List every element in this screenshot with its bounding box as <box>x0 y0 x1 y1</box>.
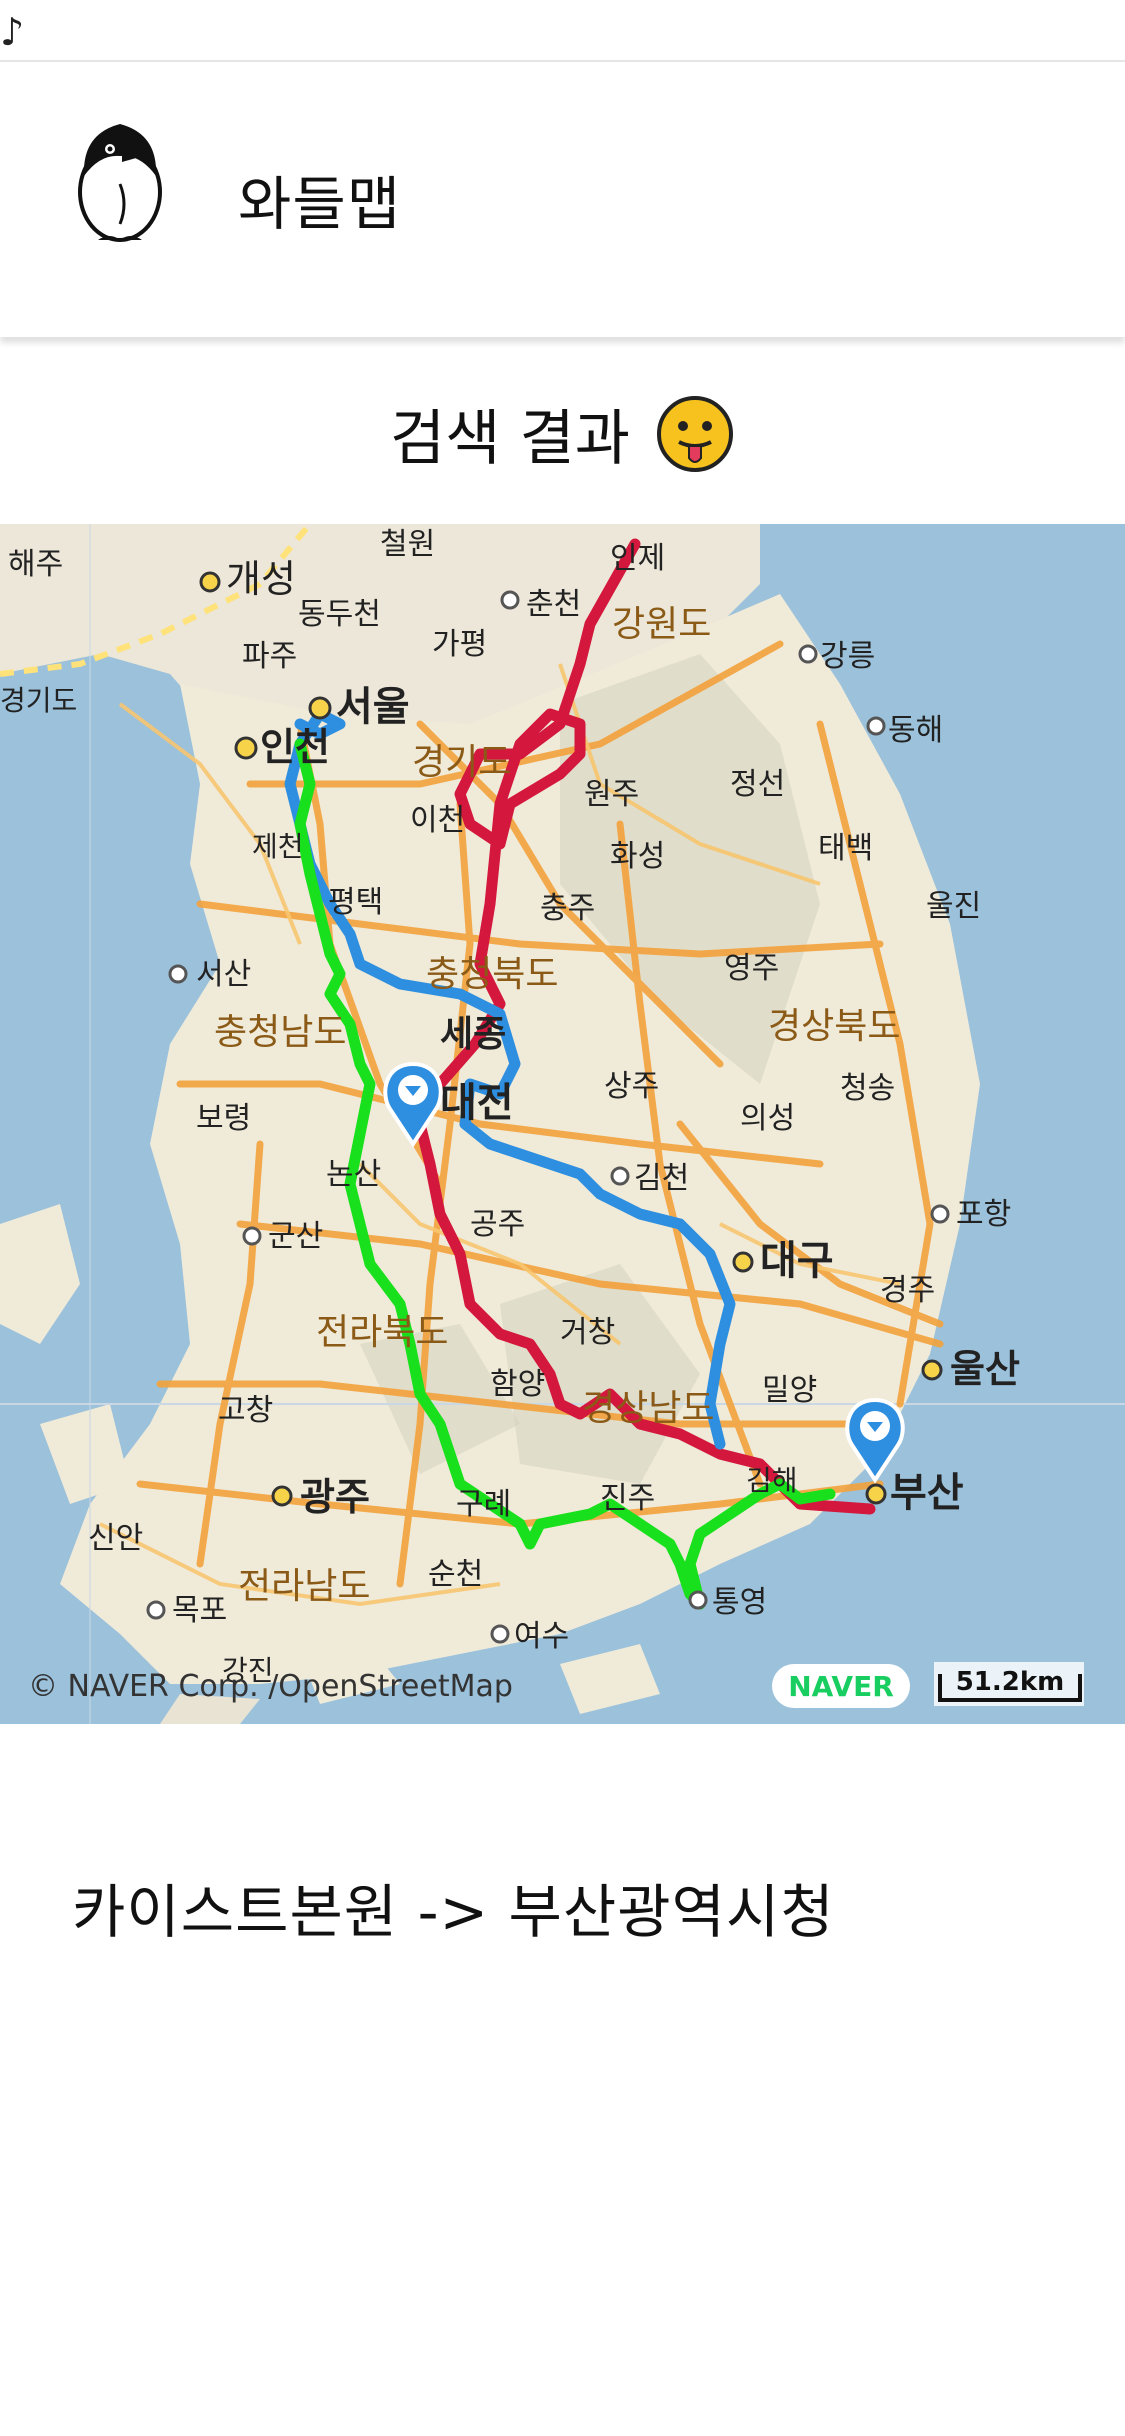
place-label: 제천 <box>252 830 304 863</box>
place-label: 전라북도 <box>316 1312 448 1353</box>
place-label: 대전 <box>440 1080 514 1126</box>
map-canvas[interactable]: 해주 개성 철원 동두천 파주 가평 춘천 강원도 강릉 서울 인천 경기도 원… <box>0 524 1125 1724</box>
place-label: 서산 <box>196 957 251 992</box>
place-label: 목포 <box>172 1593 227 1628</box>
place-label: 여수 <box>514 1619 569 1654</box>
place-label: 개성 <box>226 557 296 601</box>
map-scale: 51.2km <box>956 1667 1065 1697</box>
status-bar: ♪ <box>0 0 1125 62</box>
place-label: 영주 <box>724 951 779 986</box>
place-label: 가평 <box>432 627 487 662</box>
place-label: 고창 <box>218 1393 273 1428</box>
place-label: 부산 <box>890 1470 964 1516</box>
place-label: 논산 <box>326 1157 381 1192</box>
route-map[interactable]: 해주 개성 철원 동두천 파주 가평 춘천 강원도 강릉 서울 인천 경기도 원… <box>0 524 1125 1724</box>
place-label: 경상남도 <box>582 1388 714 1429</box>
place-label: 포항 <box>956 1197 1011 1232</box>
place-label: 강릉 <box>820 639 875 674</box>
place-label: 이천 <box>410 803 465 838</box>
place-label: 신안 <box>88 1521 143 1556</box>
place-label: 충청북도 <box>426 954 558 995</box>
search-results-heading: 검색 결과 <box>0 390 1125 477</box>
place-label: 인제 <box>610 541 665 576</box>
place-label: 밀양 <box>762 1373 817 1408</box>
place-label: 인천 <box>260 725 330 769</box>
place-label: 광주 <box>300 1475 370 1519</box>
place-label: 김천 <box>634 1161 689 1196</box>
place-label: 군산 <box>268 1219 323 1254</box>
route-description: 카이스트본원 -> 부산광역시청 <box>72 1878 835 1946</box>
place-label: 원주 <box>584 777 639 812</box>
place-label: 순천 <box>428 1557 483 1592</box>
place-label: 평택 <box>328 885 383 920</box>
place-label: 상주 <box>604 1069 659 1104</box>
penguin-icon <box>78 124 162 242</box>
place-label: 보령 <box>196 1101 251 1136</box>
place-label: 정선 <box>730 767 785 802</box>
naver-logo: NAVER <box>788 1670 894 1703</box>
place-label: 함양 <box>490 1367 545 1402</box>
place-label: 동해 <box>888 713 943 748</box>
place-label: 김해 <box>746 1464 798 1497</box>
place-label: 서울 <box>336 684 410 730</box>
place-label: 경기도 <box>0 684 77 717</box>
destination-marker[interactable] <box>845 1397 905 1484</box>
place-label: 대구 <box>760 1238 834 1284</box>
place-label: 구례 <box>456 1487 511 1522</box>
place-label: 강진 <box>222 1654 274 1687</box>
map-copyright[interactable]: © NAVER Corp. /OpenStreetMap <box>28 1669 513 1704</box>
app-header: 와들맵 <box>0 62 1125 337</box>
status-glyph: ♪ <box>0 10 25 54</box>
place-label: 진주 <box>600 1481 655 1516</box>
place-label: 충청남도 <box>214 1012 346 1053</box>
place-label: 강원도 <box>612 604 711 645</box>
place-label: 춘천 <box>526 587 581 622</box>
place-label: 공주 <box>470 1207 525 1242</box>
place-label: 태백 <box>818 831 873 866</box>
place-label: 거창 <box>560 1315 615 1350</box>
place-label: 파주 <box>242 639 297 674</box>
place-label: 경주 <box>880 1273 935 1308</box>
place-label: 전라남도 <box>238 1566 370 1607</box>
place-label: 경상북도 <box>768 1006 900 1047</box>
place-label: 해주 <box>8 547 63 582</box>
place-label: 세종 <box>440 1014 506 1055</box>
place-label: 충주 <box>540 891 595 926</box>
app-title: 와들맵 <box>238 170 402 238</box>
place-label: 울진 <box>926 889 981 924</box>
place-label: 경기도 <box>412 742 511 783</box>
place-label: 통영 <box>712 1585 767 1620</box>
place-label: 동두천 <box>298 597 381 632</box>
place-label: 청송 <box>840 1071 895 1106</box>
tongue-out-face-icon <box>656 395 733 472</box>
search-results-title: 검색 결과 <box>390 404 630 474</box>
origin-marker[interactable] <box>383 1061 443 1148</box>
place-label: 의성 <box>740 1101 795 1136</box>
place-label: 화성 <box>610 839 665 874</box>
place-label: 철원 <box>380 527 435 562</box>
naver-logo-badge <box>772 1664 910 1708</box>
place-label: 울산 <box>950 1347 1020 1391</box>
